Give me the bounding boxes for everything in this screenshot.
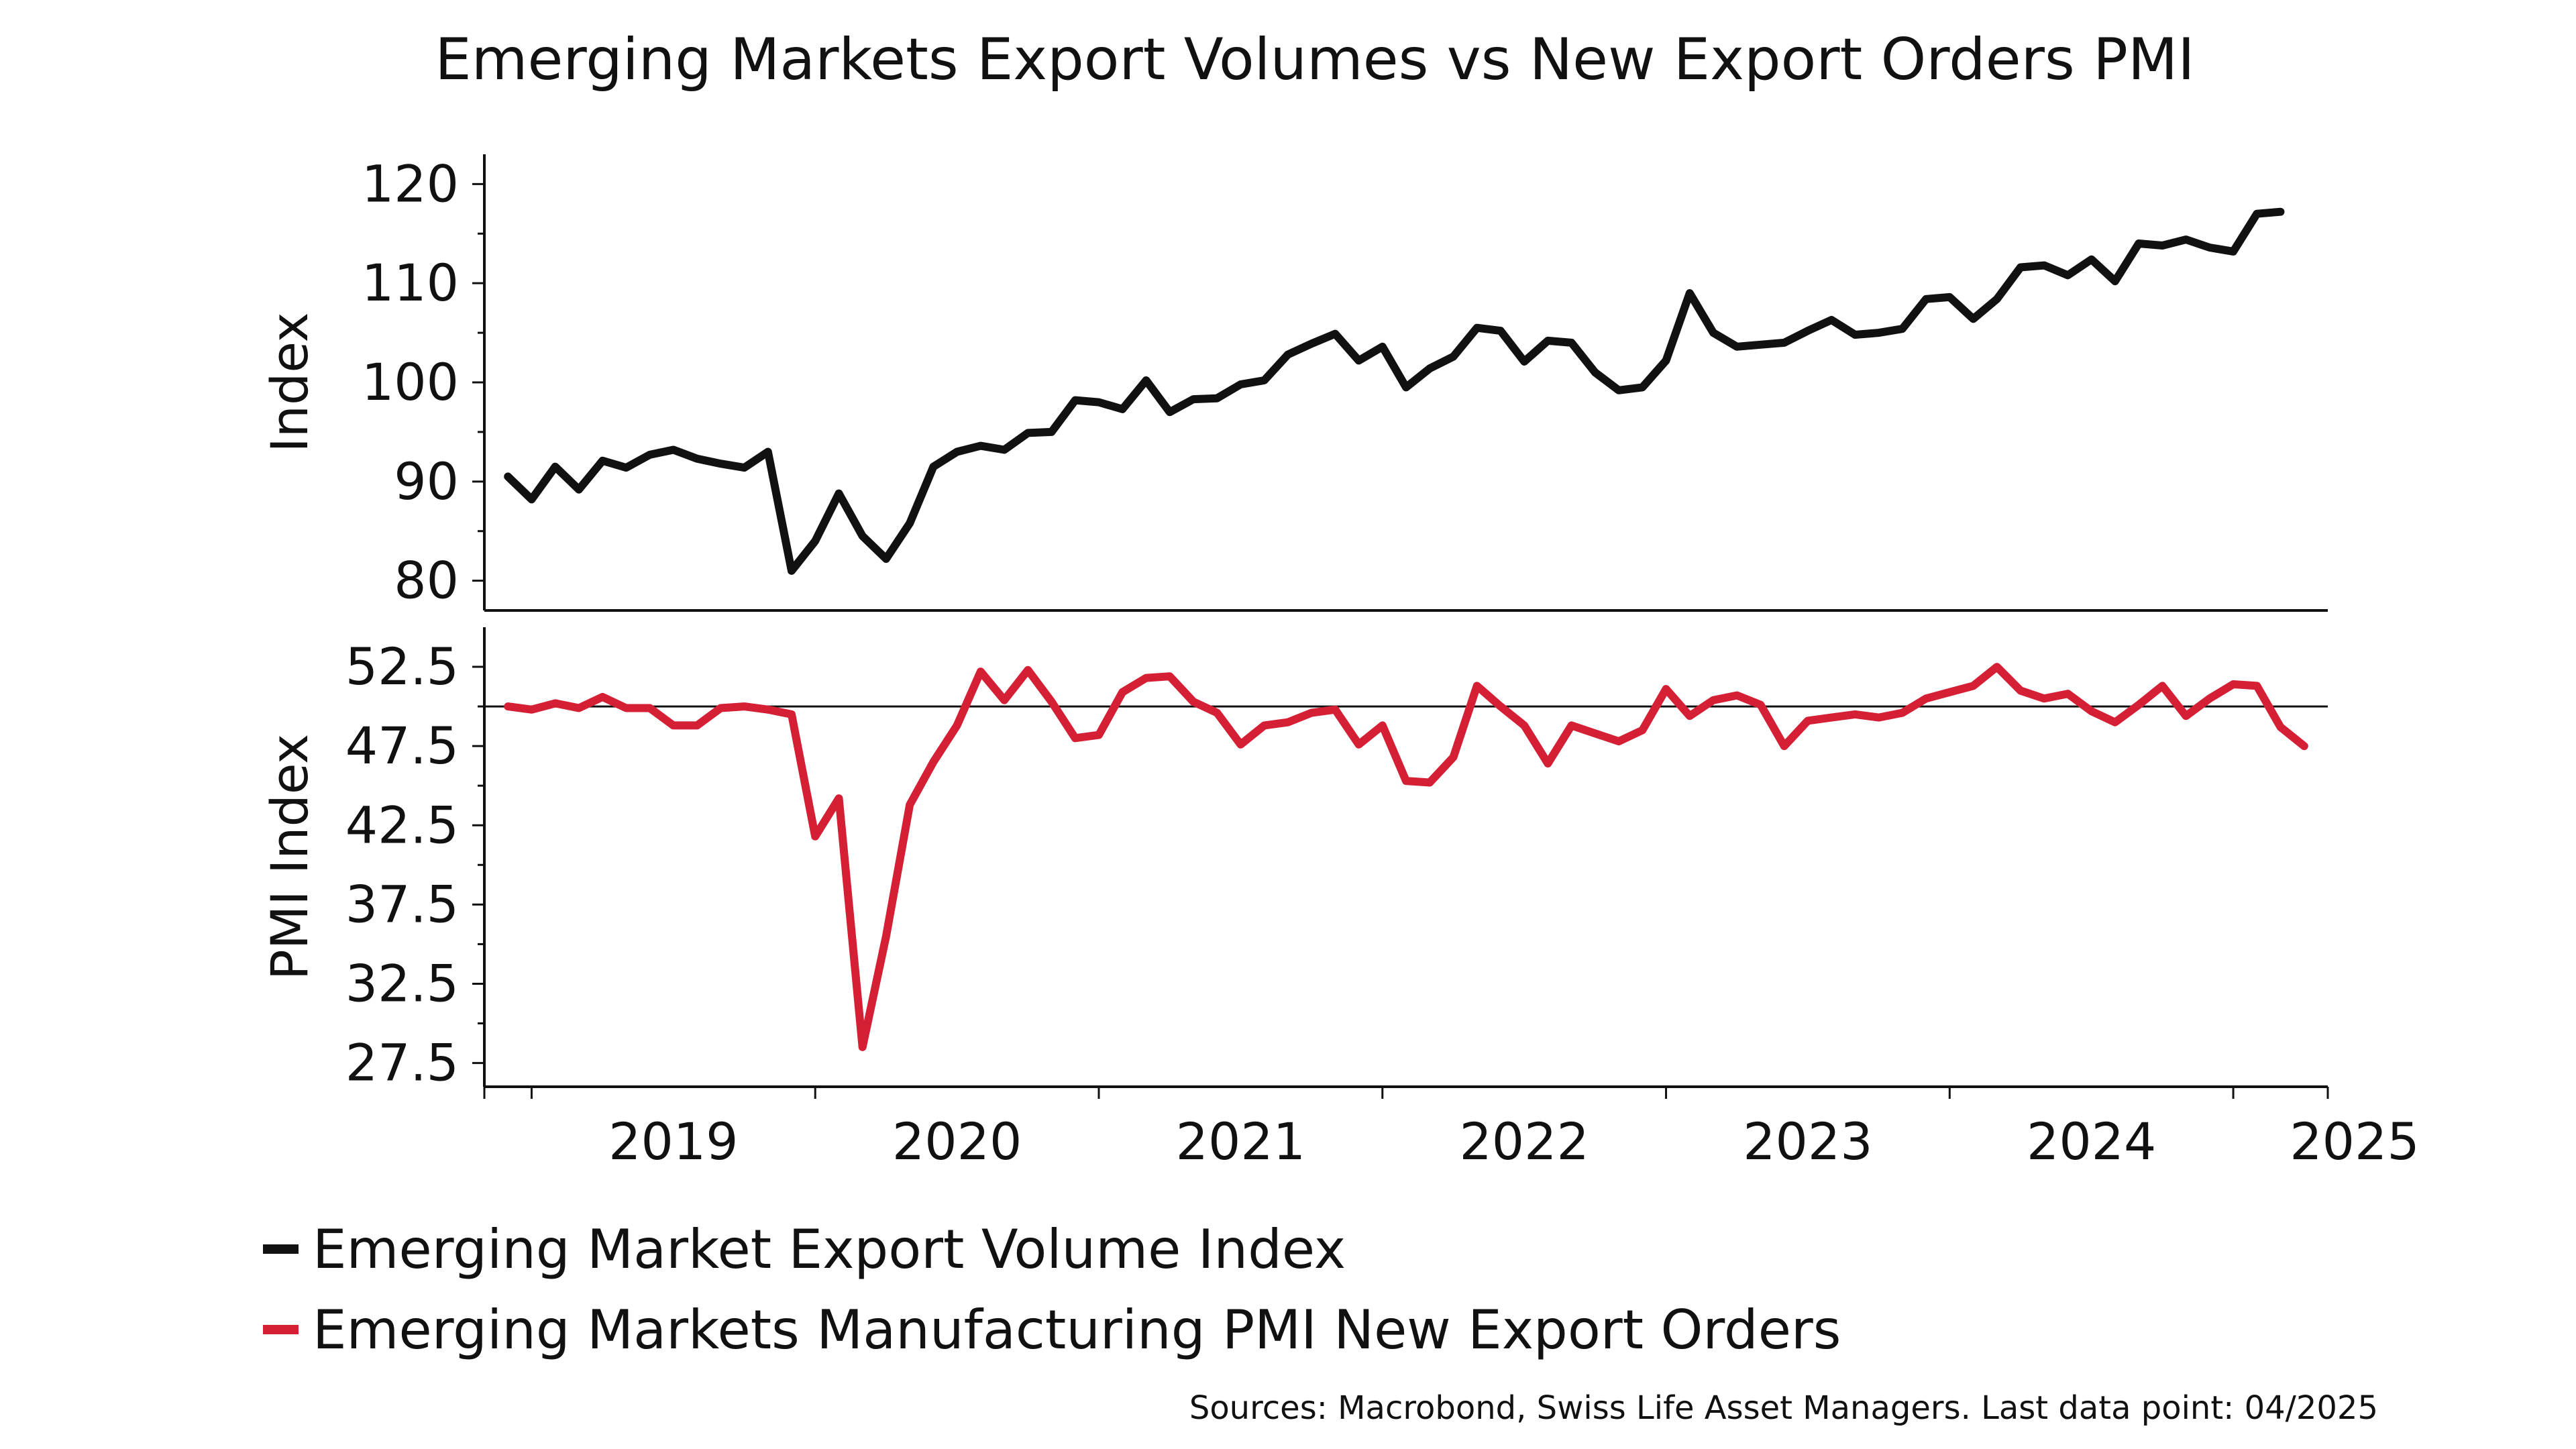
pmi-y-tick-label: 37.5 — [345, 874, 459, 934]
pmi-y-tick-label: 27.5 — [345, 1033, 459, 1093]
series-line-export-volume — [504, 207, 2285, 575]
legend: Emerging Market Export Volume Index Emer… — [263, 1218, 1841, 1361]
legend-item-pmi-export-orders: Emerging Markets Manufacturing PMI New E… — [263, 1299, 1841, 1361]
x-tick-label: 2022 — [1459, 1112, 1589, 1171]
export-volume-axis-title: Index — [260, 312, 319, 452]
top-panel: 120 110 100 90 80 Index — [260, 154, 2328, 612]
export-volume-y-tick-label: 100 — [362, 352, 459, 412]
pmi-y-tick-label: 42.5 — [345, 795, 459, 855]
x-tick-label: 2025 — [2290, 1112, 2419, 1171]
x-tick-label: 2023 — [1743, 1112, 1872, 1171]
series-line-pmi — [504, 663, 2308, 1051]
pmi-y-tick-label: 52.5 — [345, 637, 459, 696]
legend-item-export-volume: Emerging Market Export Volume Index — [263, 1218, 1346, 1281]
export-volume-y-tick-label: 120 — [362, 154, 459, 213]
chart-title: Emerging Markets Export Volumes vs New E… — [435, 26, 2194, 93]
x-tick-label: 2020 — [892, 1112, 1022, 1171]
pmi-axis-title: PMI Index — [260, 734, 319, 980]
x-tick-label: 2019 — [608, 1112, 738, 1171]
export-volume-y-tick-label: 90 — [394, 451, 459, 511]
x-tick-label: 2024 — [2027, 1112, 2156, 1171]
source-note: Sources: Macrobond, Swiss Life Asset Man… — [1189, 1389, 2378, 1427]
pmi-y-tick-label: 32.5 — [345, 953, 459, 1013]
export-volume-y-tick-label: 80 — [394, 551, 459, 610]
x-tick-label: 2021 — [1176, 1112, 1305, 1171]
legend-label-export-volume: Emerging Market Export Volume Index — [313, 1218, 1346, 1281]
export-volume-y-tick-label: 110 — [362, 253, 459, 313]
pmi-y-tick-label: 47.5 — [345, 716, 459, 775]
legend-label-pmi-export-orders: Emerging Markets Manufacturing PMI New E… — [313, 1299, 1841, 1361]
x-axis: 2019 2020 2021 2022 2023 2024 2025 — [483, 1087, 2420, 1171]
bottom-panel: 52.5 47.5 42.5 37.5 32.5 27.5 PMI Index — [260, 627, 2328, 1093]
